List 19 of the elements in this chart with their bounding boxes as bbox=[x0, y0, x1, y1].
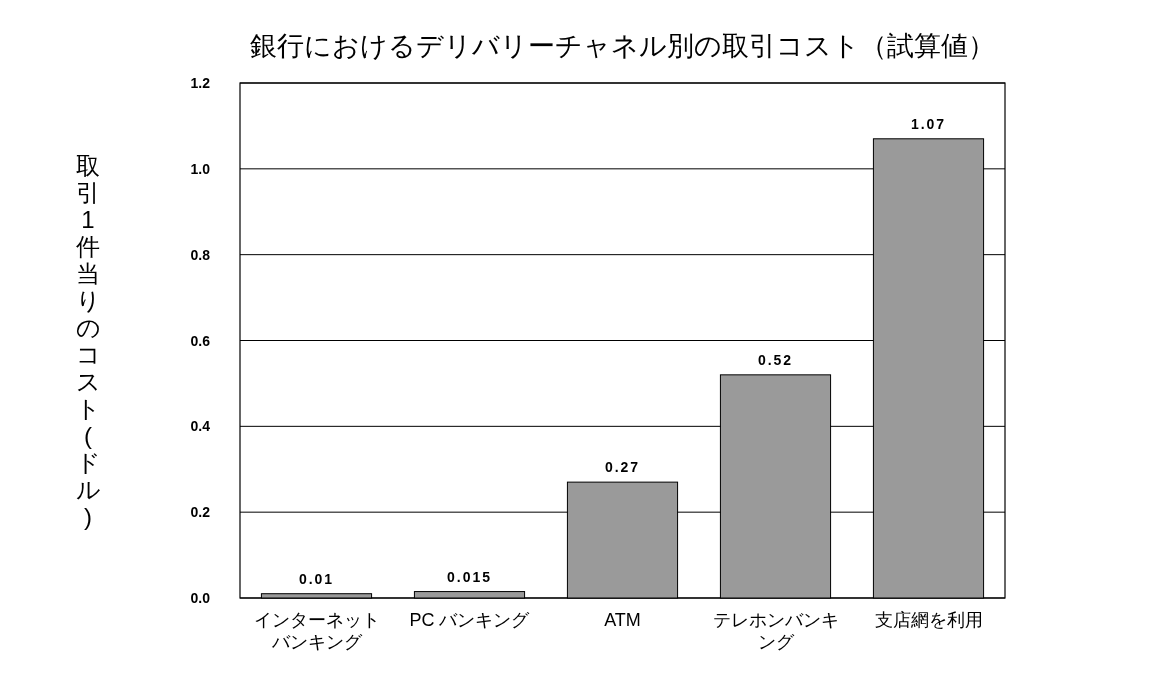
y-tick-label: 0.6 bbox=[190, 332, 211, 349]
data-label: 0.01 bbox=[298, 570, 335, 587]
data-label: 0.015 bbox=[446, 568, 493, 585]
y-tick-label: 1.2 bbox=[190, 75, 211, 91]
text: 取引1件当りのコスト(ドル) bbox=[75, 152, 101, 530]
data-label: 1.07 bbox=[910, 115, 947, 132]
x-tick-label: インターネットバンキング bbox=[253, 610, 380, 652]
x-tick-label: テレホンバンキング bbox=[712, 610, 839, 652]
y-tick-label: 0.8 bbox=[190, 246, 211, 263]
y-tick-label: 0.4 bbox=[190, 418, 211, 435]
chart-title: 銀行におけるデリバリーチャネル別の取引コスト（試算値） bbox=[250, 31, 995, 61]
x-tick-label: 支店網を利用 bbox=[874, 610, 983, 630]
x-tick-label: ATM bbox=[604, 610, 641, 630]
data-label: 0.52 bbox=[757, 351, 794, 368]
y-tick-label: 0.0 bbox=[190, 590, 211, 606]
data-label: 0.27 bbox=[604, 459, 641, 476]
y-tick-label: 0.2 bbox=[190, 504, 211, 521]
x-tick-label: PC バンキング bbox=[409, 610, 531, 630]
y-tick-label: 1.0 bbox=[190, 160, 211, 177]
